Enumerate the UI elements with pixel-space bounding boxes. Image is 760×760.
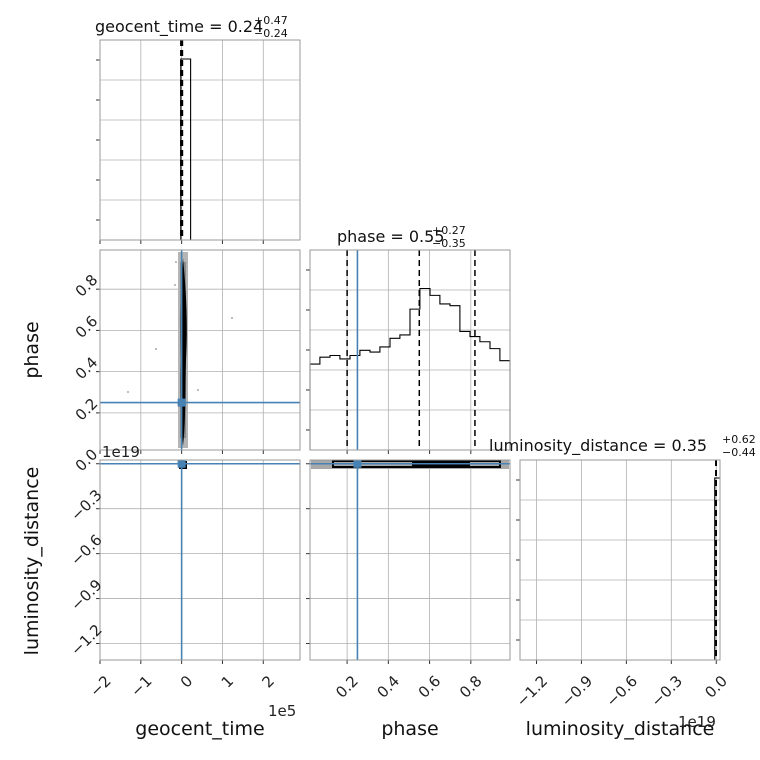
grid-ld-vs-geocent: [99, 460, 300, 660]
panel-geocent-time-hist: geocent_time = 0.24 +0.47 −0.24: [95, 14, 301, 244]
title-phase-plus: +0.27: [432, 224, 466, 237]
grid-ld-vs-phase: [310, 460, 510, 660]
panel-ld-hist: luminosity_distance = 0.35 +0.62 −0.44: [489, 433, 756, 664]
ticks-phase-vs-geocent: [96, 288, 264, 454]
truth-lines-ld-vs-phase: [310, 459, 510, 660]
title-luminosity-distance: luminosity_distance = 0.35: [489, 436, 707, 456]
offset-ld-x: 1e19: [678, 713, 716, 731]
sample-point: [155, 348, 157, 350]
title-ld-plus: +0.62: [722, 433, 756, 446]
sample-point: [175, 261, 177, 263]
y-tick-label: 0.2: [72, 395, 102, 425]
density-phase-vs-geocent: [127, 252, 233, 448]
x-tick-label: 2: [259, 672, 278, 691]
frame-ld-hist: [519, 459, 721, 661]
x-tick-label: −0.3: [648, 672, 686, 710]
frame-ld-vs-geocent: [99, 459, 301, 661]
histogram-step: [309, 287, 511, 450]
panel-phase-vs-geocent-time: [96, 249, 301, 454]
x-tick-label: 0.4: [374, 672, 404, 702]
ticks-geocent-time-hist: [96, 59, 264, 244]
sample-point: [197, 389, 199, 391]
x-tick-label: 0.8: [456, 672, 486, 702]
histogram-phase: [309, 287, 511, 450]
grid-phase-hist: [310, 250, 510, 450]
grid-ld-hist: [520, 460, 720, 660]
histogram-bin: [180, 58, 192, 240]
truth-marker: [177, 398, 186, 407]
sample-point: [231, 317, 233, 319]
y-axis-label-luminosity-distance: luminosity_distance: [21, 467, 43, 656]
title-geocent-time-plus: +0.47: [254, 14, 288, 27]
truth-marker: [353, 459, 362, 468]
frame-geocent-time-hist: [99, 39, 301, 241]
frame-phase-hist: [309, 249, 511, 451]
title-phase-minus: −0.35: [432, 237, 466, 250]
x-tick-label: −0.9: [558, 672, 596, 710]
title-geocent-time-minus: −0.24: [254, 27, 288, 40]
grid-phase-vs-geocent: [99, 250, 300, 450]
grid-geocent-time-hist: [99, 40, 300, 240]
ticks-phase-hist: [306, 269, 472, 454]
y-axis-label-phase: phase: [21, 321, 43, 378]
y-tick-label: 0.6: [72, 312, 102, 342]
truth-lines-ld-vs-geocent: [100, 459, 300, 660]
title-phase: phase = 0.55: [337, 227, 444, 246]
panel-ld-vs-geocent-time: [96, 459, 301, 664]
truth-lines-phase-vs-geocent: [100, 250, 300, 450]
offset-ld-y: 1e19: [102, 443, 140, 461]
frame-ld-vs-phase: [309, 459, 511, 661]
sample-point: [127, 391, 129, 393]
x-tick-label: −1: [127, 672, 155, 700]
quantile-lines-geocent-time: [180, 40, 184, 240]
x-axis-label-geocent-time: geocent_time: [135, 718, 264, 740]
x-axis-label-luminosity-distance: luminosity_distance: [526, 718, 715, 740]
truth-marker: [177, 459, 186, 468]
title-geocent-time: geocent_time = 0.24: [95, 17, 263, 37]
histogram-geocent-time: [180, 58, 192, 240]
density-contour-outer: [332, 460, 501, 468]
ticks-ld-hist: [516, 479, 717, 664]
panel-phase-hist: phase = 0.55 +0.27 −0.35: [306, 224, 511, 454]
title-ld-minus: −0.44: [722, 446, 756, 459]
y-tick-label: 0.0: [72, 445, 102, 475]
panel-ld-vs-phase: [306, 459, 511, 664]
x-tick-label: 1: [218, 672, 237, 691]
y-tick-label: 0.8: [72, 271, 102, 301]
sample-point: [174, 284, 176, 286]
histogram-bin: [714, 477, 720, 660]
offset-geocent-time: 1e5: [268, 702, 296, 720]
quantile-lines-phase: [346, 250, 476, 450]
x-tick-label: −0.6: [603, 672, 641, 710]
x-tick-label: −2: [86, 672, 114, 700]
histogram-luminosity-distance: [714, 477, 720, 660]
x-tick-labels: −2 −1 0 1 2 0.2 0.4 0.6 0.8 −1.2 −0.9 −0.6 −0.3 0.0: [86, 672, 731, 710]
x-tick-label: 0.0: [701, 672, 731, 702]
ticks-ld-vs-geocent: [96, 463, 264, 664]
y-tick-label: 0.4: [72, 353, 102, 383]
x-tick-label: −1.2: [513, 672, 551, 710]
x-tick-label: 0.2: [332, 672, 362, 702]
x-tick-label: 0: [177, 672, 196, 691]
frame-phase-vs-geocent: [99, 249, 301, 451]
x-tick-label: 0.6: [415, 672, 445, 702]
ticks-ld-vs-phase: [306, 463, 472, 664]
x-axis-label-phase: phase: [381, 718, 438, 740]
